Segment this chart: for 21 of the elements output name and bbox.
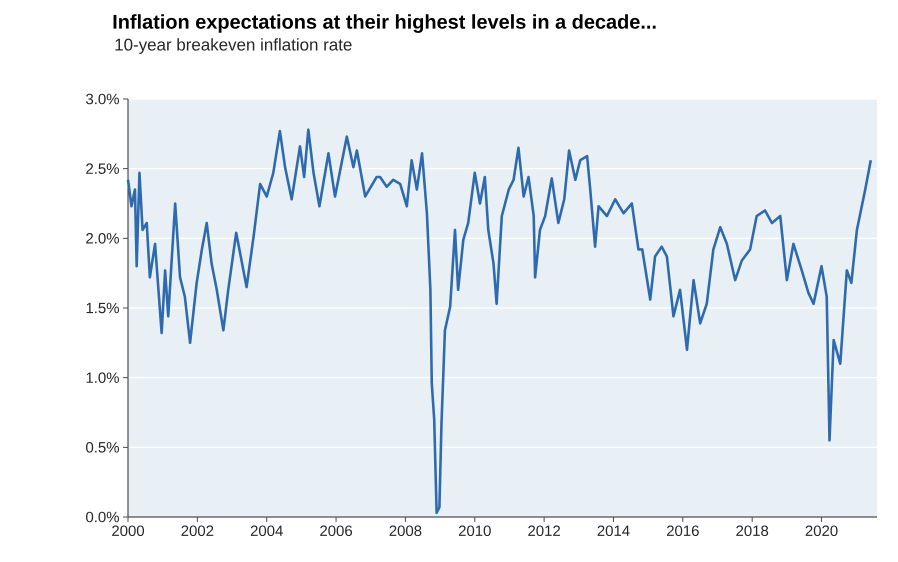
x-tick-label: 2008: [390, 525, 422, 536]
y-tick-label: 2.0%: [86, 233, 119, 244]
x-tick-label: 2014: [598, 525, 630, 536]
x-tick-label: 2018: [736, 525, 768, 536]
x-tick-label: 2006: [320, 525, 352, 536]
y-tick-label: 3.0%: [86, 94, 119, 104]
x-tick-label: 2020: [806, 525, 838, 536]
chart-subtitle: 10-year breakeven inflation rate: [116, 38, 352, 54]
chart-title: Inflation expectations at their highest levels in a decade...: [114, 14, 656, 33]
x-tick-label: 2002: [181, 525, 214, 536]
y-tick-label: 2.5%: [86, 163, 119, 174]
x-tick-label: 2010: [458, 525, 491, 536]
x-tick-label: 2012: [528, 525, 560, 536]
y-tick-label: 1.0%: [86, 372, 119, 383]
y-tick-label: 0.5%: [86, 442, 119, 453]
x-tick-label: 2016: [666, 525, 699, 536]
y-tick-label: 0.0%: [86, 512, 119, 522]
x-tick-label: 2004: [250, 525, 283, 536]
x-tick-label: 2000: [112, 525, 144, 536]
y-tick-label: 1.5%: [86, 302, 119, 314]
line-series: [126, 128, 872, 514]
